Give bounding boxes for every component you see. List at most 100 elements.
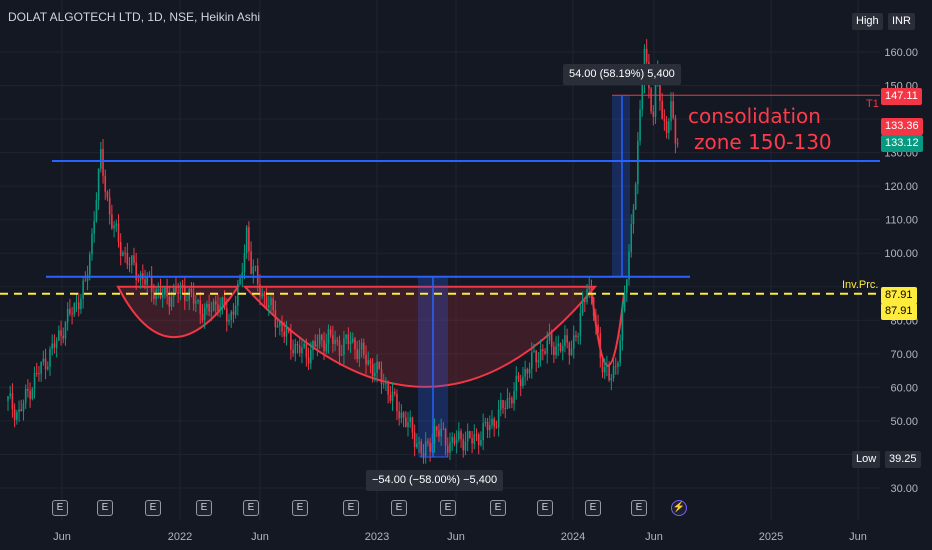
- candle-body: [612, 366, 615, 379]
- candle-body: [458, 431, 460, 440]
- candle-body: [332, 335, 334, 344]
- candle-body: [542, 349, 544, 352]
- candle-body: [312, 341, 314, 351]
- candle-body: [33, 372, 36, 389]
- candle-body: [637, 140, 639, 185]
- candle-body: [11, 393, 14, 410]
- x-tick-label: 2022: [168, 531, 192, 543]
- candle-body: [86, 274, 89, 281]
- candle-body: [371, 363, 374, 377]
- candle-body: [42, 358, 45, 362]
- candle-body: [117, 223, 120, 243]
- candle-body: [427, 441, 429, 443]
- candle-body: [511, 398, 513, 404]
- candle-body: [621, 311, 624, 341]
- x-tick-label: 2023: [365, 531, 389, 543]
- x-tick-label: Jun: [53, 531, 71, 543]
- candle-body: [77, 302, 80, 310]
- candle-body: [466, 431, 469, 442]
- candle-body: [97, 168, 100, 201]
- candle-body: [115, 223, 118, 226]
- candle-body: [579, 313, 582, 337]
- candle-body: [161, 294, 164, 298]
- candle-body: [365, 354, 367, 365]
- candle-body: [626, 279, 628, 293]
- candle-body: [40, 361, 42, 374]
- earnings-marker[interactable]: E: [97, 500, 113, 516]
- candle-body: [232, 311, 235, 315]
- candle-body: [553, 346, 555, 356]
- candle-body: [672, 101, 675, 118]
- candle-body: [88, 254, 91, 275]
- candle-body: [603, 367, 606, 373]
- candle-body: [581, 300, 584, 314]
- candle-body: [24, 388, 27, 404]
- earnings-marker[interactable]: E: [585, 500, 601, 516]
- candle-body: [449, 442, 451, 453]
- earnings-marker[interactable]: E: [145, 500, 161, 516]
- x-tick-label: Jun: [251, 531, 269, 543]
- currency-label[interactable]: INR: [888, 13, 915, 30]
- measure-up-box: [612, 95, 630, 277]
- candle-body: [16, 412, 18, 420]
- candle-body: [500, 400, 502, 410]
- candle-body: [422, 453, 425, 456]
- candle-body: [632, 209, 635, 225]
- earnings-marker[interactable]: E: [440, 500, 456, 516]
- candle-body: [35, 372, 38, 374]
- candle-body: [243, 253, 246, 273]
- candle-body: [119, 242, 122, 256]
- candle-body: [49, 348, 51, 367]
- y-tick-label: 50.00: [890, 416, 918, 428]
- candle-body: [665, 121, 668, 133]
- earnings-marker[interactable]: E: [343, 500, 359, 516]
- candle-body: [124, 252, 126, 254]
- candle-body: [18, 409, 20, 413]
- earnings-marker[interactable]: E: [631, 500, 647, 516]
- inv-price-tag-2: 87.91: [881, 303, 917, 320]
- candle-body: [455, 439, 458, 444]
- candle-body: [104, 175, 107, 192]
- earnings-marker[interactable]: E: [292, 500, 308, 516]
- earnings-marker[interactable]: E: [52, 500, 68, 516]
- candle-body: [343, 338, 345, 355]
- candle-body: [175, 286, 177, 293]
- candle-body: [555, 346, 557, 356]
- high-label: High: [852, 13, 883, 30]
- earnings-marker[interactable]: E: [490, 500, 506, 516]
- earnings-marker[interactable]: E: [196, 500, 212, 516]
- candle-body: [413, 432, 416, 448]
- candle-body: [522, 376, 524, 387]
- candle-body: [572, 335, 575, 349]
- candle-body: [225, 308, 228, 322]
- dividend-flash-icon[interactable]: ⚡: [671, 500, 687, 516]
- candle-body: [360, 342, 363, 350]
- y-tick-label: 110.00: [885, 215, 918, 227]
- candle-body: [128, 264, 131, 266]
- candle-body: [241, 272, 244, 279]
- candle-body: [195, 301, 197, 304]
- candle-body: [323, 340, 325, 352]
- y-tick-label: 100.00: [884, 248, 918, 260]
- candle-body: [402, 412, 405, 418]
- candle-body: [535, 350, 537, 363]
- candle-body: [199, 300, 202, 314]
- candle-body: [146, 276, 149, 285]
- candle-body: [482, 423, 484, 440]
- candle-body: [250, 251, 252, 274]
- candle-body: [446, 445, 449, 453]
- candle-body: [663, 119, 666, 122]
- time-axis[interactable]: Jun 2022 Jun 2023 Jun 2024 Jun 2025 Jun: [53, 531, 867, 543]
- candle-body: [316, 344, 319, 347]
- earnings-marker[interactable]: E: [391, 500, 407, 516]
- earnings-marker[interactable]: E: [537, 500, 553, 516]
- candle-body: [170, 296, 173, 307]
- candle-body: [208, 304, 210, 312]
- candle-body: [508, 398, 511, 400]
- candle-body: [106, 191, 109, 198]
- grid-lines: [0, 0, 880, 520]
- candle-body: [46, 366, 49, 370]
- candle-body: [614, 366, 617, 368]
- earnings-marker[interactable]: E: [243, 500, 259, 516]
